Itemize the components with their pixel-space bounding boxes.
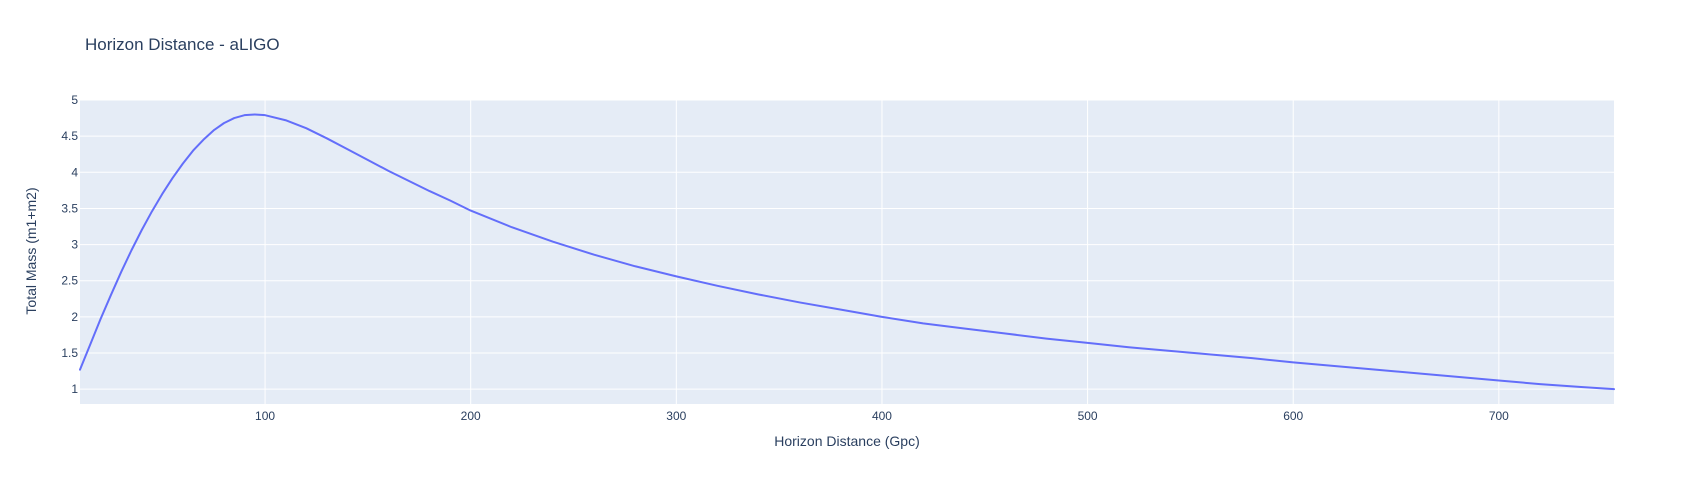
y-tick-label: 2 [71,310,78,324]
x-tick-label: 100 [255,409,275,423]
x-axis-label: Horizon Distance (Gpc) [774,433,920,449]
series-lines [79,113,1615,391]
y-axis-label: Total Mass (m1+m2) [23,187,39,314]
y-tick-label: 4 [71,165,78,179]
y-tick-label: 4.5 [61,129,78,143]
series-line-aligo [79,113,1615,391]
x-tick-label: 300 [666,409,686,423]
chart-title: Horizon Distance - aLIGO [85,35,280,54]
x-tick-label: 400 [872,409,892,423]
y-tick-label: 5 [71,93,78,107]
y-tick-label: 1 [71,382,78,396]
y-tick-label: 2.5 [61,274,78,288]
x-tick-label: 600 [1283,409,1303,423]
y-tick-label: 3.5 [61,201,78,215]
x-tick-label: 500 [1078,409,1098,423]
y-tick-label: 3 [71,238,78,252]
x-axis-ticks: 100 200 300 400 500 600 700 [255,409,1509,423]
y-tick-label: 1.5 [61,346,78,360]
plot-area [80,100,1614,404]
gridlines [80,99,1614,404]
y-axis-ticks: 1 1.5 2 2.5 3 3.5 4 4.5 5 [61,93,78,396]
x-tick-label: 200 [461,409,481,423]
x-tick-label: 700 [1489,409,1509,423]
